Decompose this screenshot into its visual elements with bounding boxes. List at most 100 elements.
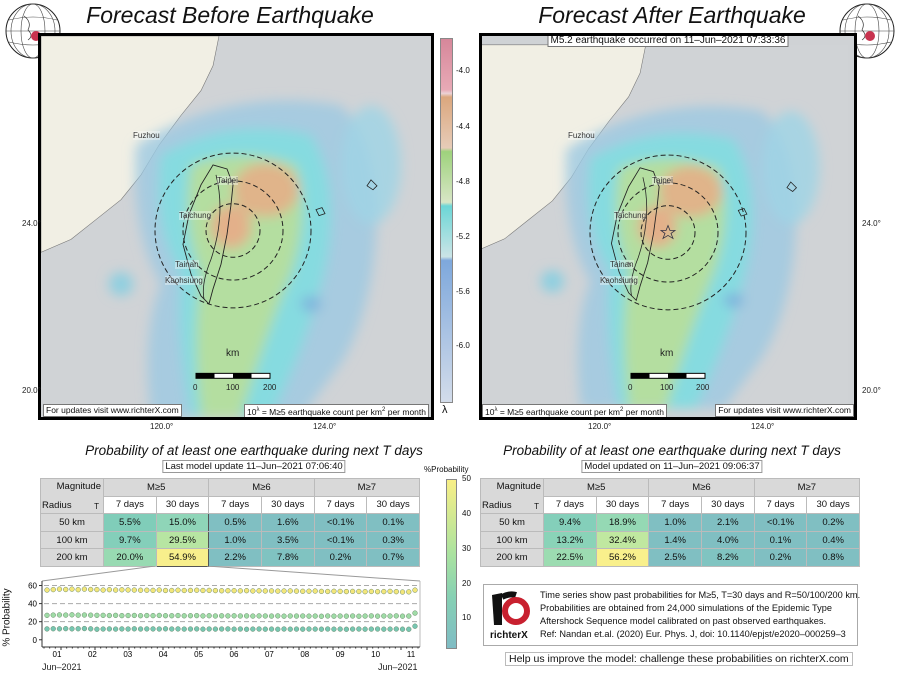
y-tick-label: 0	[33, 636, 38, 645]
update-link-note[interactable]: For updates visit www.richterX.com	[715, 404, 854, 417]
data-point-r-200-km	[231, 588, 237, 594]
x-tick-label: 07	[265, 650, 274, 659]
data-point-r-100-km	[337, 613, 343, 619]
data-point-r-50-km	[406, 626, 412, 632]
data-point-r-200-km	[337, 588, 343, 595]
data-point-r-100-km	[169, 613, 175, 619]
data-point-r-50-km	[349, 626, 356, 632]
data-point-r-200-km	[200, 587, 206, 594]
period-header: 7 days	[648, 495, 702, 515]
colorbar-tick: -6.0	[456, 341, 470, 350]
colorbar-tick: 10	[462, 613, 471, 622]
table-row: 50 km 9.4% 18.9% 1.0% 2.1% <0.1% 0.2%	[480, 513, 860, 532]
data-point-r-50-km	[281, 626, 287, 632]
data-point-r-100-km	[300, 613, 306, 619]
colorbar-tick: 40	[462, 509, 471, 518]
lon-label: 124.0°	[313, 422, 337, 431]
data-point-r-200-km	[362, 589, 368, 595]
data-point-r-200-km	[206, 587, 212, 594]
probability-cell: 3.5%	[260, 530, 315, 550]
data-point-r-100-km	[237, 613, 244, 619]
data-point-r-200-km	[137, 587, 144, 593]
y-tick-label: 40	[28, 600, 37, 609]
data-point-r-50-km	[181, 626, 187, 632]
data-point-r-100-km	[175, 612, 181, 619]
scale-unit: km	[660, 348, 674, 359]
data-point-r-200-km	[112, 587, 119, 593]
data-point-r-100-km	[362, 613, 368, 619]
richterx-logo: richterX	[490, 591, 530, 641]
corner-period-label: T	[534, 502, 539, 512]
data-point-r-50-km	[343, 626, 350, 632]
data-point-r-50-km	[200, 626, 206, 632]
city-label: Taichung	[614, 211, 647, 220]
probability-cell: 32.4%	[595, 530, 650, 550]
data-point-r-100-km	[268, 613, 275, 619]
data-point-r-100-km	[50, 612, 56, 618]
corner-radius-label: Radius	[482, 500, 512, 512]
probability-cell: 2.1%	[700, 513, 755, 532]
data-point-r-100-km	[262, 613, 268, 619]
probability-cell: 0.8%	[806, 548, 860, 567]
probability-cell: 0.3%	[366, 530, 420, 550]
data-point-r-100-km	[162, 613, 169, 619]
data-point-r-200-km	[343, 588, 350, 595]
data-point-r-200-km	[368, 588, 374, 595]
data-point-r-100-km	[75, 612, 81, 618]
data-point-r-200-km	[131, 587, 137, 593]
lambda-definition-note: 10λ = M≥5 earthquake count per km2 per m…	[482, 404, 668, 417]
x-tick-label: 04	[159, 650, 168, 659]
data-point-r-50-km	[362, 626, 368, 632]
data-point-r-100-km	[125, 612, 131, 619]
data-point-r-200-km	[243, 588, 250, 594]
corner-period-label: T	[94, 502, 99, 512]
update-link-note[interactable]: For updates visit www.richterX.com	[43, 404, 182, 417]
data-point-r-50-km	[88, 626, 94, 632]
map-after-earthquake[interactable]: M5.2 earthquake occurred on 11–Jun–2021 …	[479, 33, 857, 420]
probability-cell: 0.7%	[366, 548, 420, 567]
data-point-r-50-km	[144, 626, 150, 632]
table-corner: Magnitude Radius T	[480, 477, 544, 515]
data-point-r-200-km	[306, 588, 312, 594]
earthquake-event-banner: M5.2 earthquake occurred on 11–Jun–2021 …	[547, 36, 789, 47]
probability-table: Magnitude Radius T M≥5 M≥6 M≥7 7 days 30 days 7 …	[480, 477, 861, 567]
data-point-r-200-km	[318, 588, 325, 595]
data-point-r-100-km	[225, 613, 231, 619]
data-point-r-50-km	[268, 626, 275, 632]
data-point-r-100-km	[81, 612, 88, 618]
distance-circles	[589, 154, 747, 311]
data-point-r-100-km	[88, 612, 94, 618]
data-point-r-200-km	[387, 588, 393, 595]
map-before-earthquake[interactable]: Fuzhou Taipei Taichung Tainan Kaohsiung …	[38, 33, 434, 420]
info-box: richterX Time series show past probabili…	[483, 584, 860, 646]
data-point-r-50-km	[100, 626, 106, 632]
colorbar-tick: 30	[462, 544, 471, 553]
x-axis-month-left: Jun–2021	[42, 662, 82, 672]
lon-label: 120.0°	[588, 422, 612, 431]
data-point-r-200-km	[212, 587, 219, 594]
data-point-r-200-km	[325, 588, 331, 595]
probability-colorbar	[446, 479, 457, 649]
city-label: Fuzhou	[568, 131, 595, 140]
radius-label: 100 km	[40, 530, 104, 550]
data-point-r-50-km	[306, 626, 312, 632]
challenge-link[interactable]: Help us improve the model: challenge the…	[505, 652, 853, 666]
period-header: 30 days	[595, 495, 650, 515]
data-point-r-200-km	[374, 589, 381, 595]
info-line: Probabilities are obtained from 24,000 s…	[540, 603, 832, 613]
radius-label: 50 km	[40, 513, 104, 532]
data-point-r-50-km	[381, 626, 387, 632]
data-point-r-50-km	[212, 626, 219, 632]
city-label: Tainan	[610, 260, 634, 269]
data-point-r-200-km	[162, 587, 169, 594]
data-point-r-100-km	[119, 612, 125, 619]
data-point-r-50-km	[131, 626, 137, 632]
colorbar-tick: -5.2	[456, 232, 470, 241]
scale-tick: 0	[628, 383, 633, 392]
data-point-r-100-km	[368, 613, 374, 619]
table-corner: Magnitude Radius T	[40, 477, 104, 515]
radius-label: 200 km	[40, 548, 104, 567]
data-point-r-200-km	[187, 587, 194, 594]
lambda-definition-note: 10λ = M≥5 earthquake count per km2 per m…	[243, 404, 429, 417]
table-title-after: Probability of at least one earthquake d…	[503, 443, 841, 458]
